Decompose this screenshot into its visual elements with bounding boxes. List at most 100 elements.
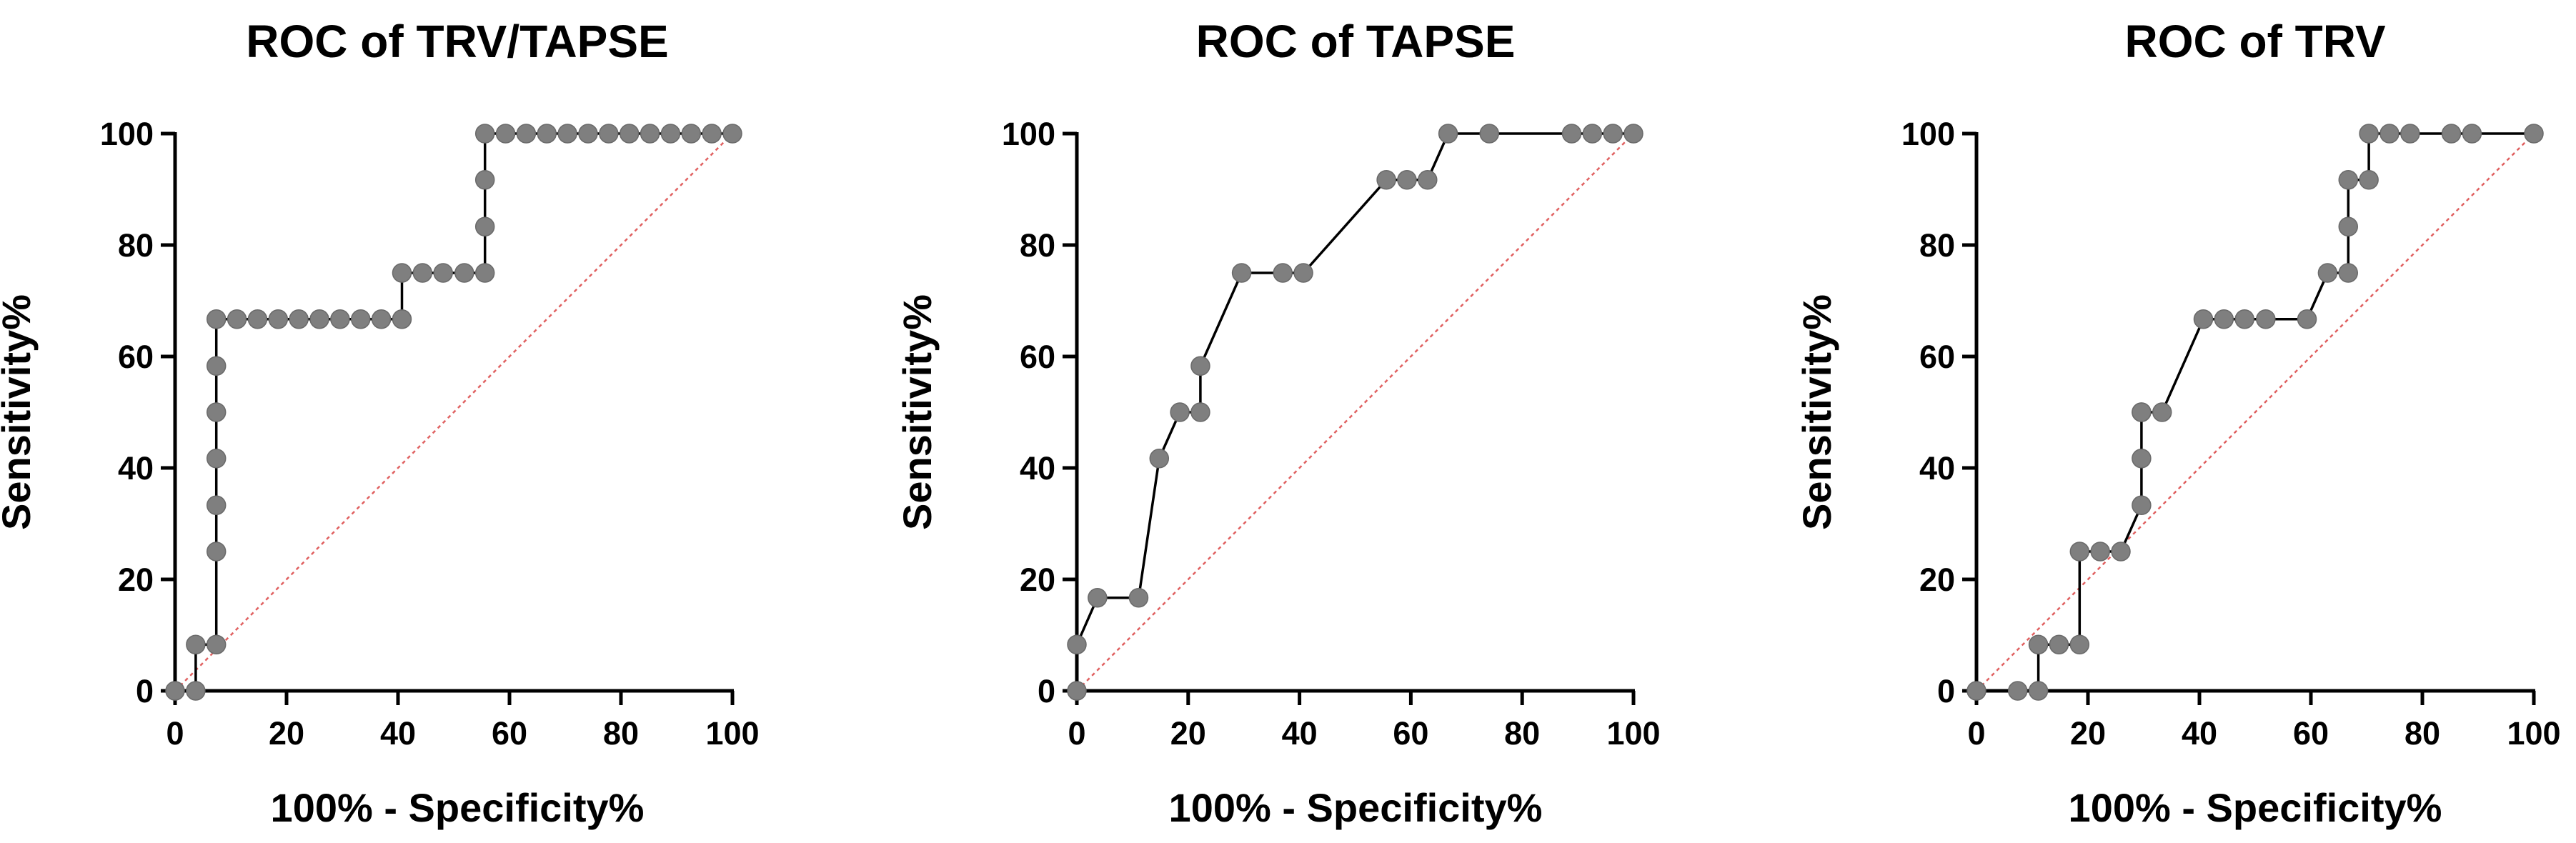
- roc-data-point: [1149, 448, 1170, 469]
- roc-data-point: [1376, 169, 1396, 190]
- roc-data-point: [2090, 542, 2110, 562]
- roc-data-point: [1623, 124, 1643, 144]
- x-axis-label: 100% - Specificity%: [271, 785, 645, 830]
- y-tick-label: 80: [1919, 227, 1955, 264]
- roc-data-point: [289, 309, 309, 329]
- roc-data-point: [1418, 169, 1438, 190]
- roc-data-point: [371, 309, 392, 329]
- y-axis-label: Sensitivity%: [895, 294, 940, 530]
- roc-data-point: [412, 263, 433, 283]
- chart-title: ROC of TAPSE: [1196, 16, 1516, 67]
- roc-data-point: [247, 309, 268, 329]
- roc-data-point: [206, 448, 227, 469]
- roc-data-point: [2069, 634, 2090, 655]
- x-tick-label: 40: [1282, 715, 1318, 752]
- roc-data-point: [2338, 216, 2359, 237]
- chart-panel-2: ROC of TAPSE Sensitivity% 100% - Specifici…: [895, 16, 1661, 830]
- roc-curve-line: [1075, 132, 1633, 691]
- roc-data-point: [1273, 263, 1293, 283]
- roc-data-point: [1128, 587, 1149, 608]
- roc-data-point: [1479, 124, 1499, 144]
- roc-data-point: [2524, 124, 2544, 144]
- roc-data-point: [2028, 681, 2049, 701]
- chart-panel-1: ROC of TRV/TAPSE Sensitivity% 100% - Speci…: [0, 16, 760, 830]
- roc-data-point: [1561, 124, 1582, 144]
- roc-data-point: [2132, 402, 2152, 422]
- x-axis-label: 100% - Specificity%: [2069, 785, 2442, 830]
- roc-data-point: [1293, 263, 1313, 283]
- x-tick-label: 40: [380, 715, 416, 752]
- roc-data-point: [1190, 402, 1210, 422]
- roc-data-point: [1170, 402, 1190, 422]
- x-tick-label: 60: [1393, 715, 1428, 752]
- roc-data-point: [1190, 356, 1210, 376]
- y-tick-label: 100: [1901, 116, 1955, 152]
- x-tick-label: 20: [269, 715, 304, 752]
- roc-data-point: [392, 309, 412, 329]
- roc-data-point: [2069, 542, 2090, 562]
- chart-panel-3: ROC of TRV Sensitivity% 100% - Specificity…: [1794, 16, 2561, 830]
- y-tick-label: 60: [1020, 339, 1055, 375]
- roc-data-point: [206, 542, 227, 562]
- y-tick-label: 20: [118, 562, 154, 598]
- roc-data-point: [206, 309, 227, 329]
- y-tick-label: 40: [118, 450, 154, 487]
- roc-data-point: [1067, 634, 1087, 655]
- x-tick-label: 20: [2070, 715, 2106, 752]
- roc-data-point: [433, 263, 453, 283]
- roc-data-point: [474, 169, 495, 190]
- roc-data-point: [350, 309, 371, 329]
- y-tick-label: 60: [1919, 339, 1955, 375]
- reference-diagonal-line: [174, 133, 733, 692]
- y-axis-label: Sensitivity%: [0, 294, 39, 530]
- x-tick-label: 0: [1967, 715, 1985, 752]
- x-tick-label: 60: [492, 715, 527, 752]
- roc-data-point: [537, 124, 557, 144]
- x-tick-label: 100: [1606, 715, 1660, 752]
- roc-data-point: [2359, 124, 2379, 144]
- roc-data-point: [2028, 634, 2049, 655]
- roc-data-point: [309, 309, 329, 329]
- y-tick-label: 0: [136, 673, 154, 709]
- roc-data-point: [495, 124, 516, 144]
- roc-data-point: [1397, 169, 1417, 190]
- roc-data-point: [2193, 309, 2214, 329]
- roc-data-point: [474, 124, 495, 144]
- roc-data-point: [227, 309, 247, 329]
- x-tick-label: 40: [2182, 715, 2217, 752]
- roc-data-point: [1067, 681, 1087, 701]
- roc-data-point: [206, 402, 227, 422]
- roc-data-point: [206, 495, 227, 516]
- roc-data-point: [660, 124, 681, 144]
- roc-data-point: [2234, 309, 2254, 329]
- roc-data-point: [619, 124, 640, 144]
- roc-data-point: [186, 634, 206, 655]
- x-tick-label: 100: [2507, 715, 2560, 752]
- roc-data-point: [206, 634, 227, 655]
- x-tick-label: 100: [705, 715, 759, 752]
- roc-data-point: [1582, 124, 1603, 144]
- roc-data-point: [2338, 263, 2359, 283]
- roc-data-point: [702, 124, 722, 144]
- x-tick-label: 0: [1068, 715, 1085, 752]
- roc-data-point: [392, 263, 412, 283]
- y-tick-label: 80: [118, 227, 154, 264]
- roc-data-point: [2007, 681, 2028, 701]
- y-tick-label: 20: [1919, 562, 1955, 598]
- roc-data-point: [2359, 169, 2379, 190]
- roc-data-point: [165, 681, 185, 701]
- roc-data-point: [268, 309, 289, 329]
- roc-data-point: [474, 263, 495, 283]
- roc-data-point: [2132, 448, 2152, 469]
- x-tick-label: 60: [2293, 715, 2329, 752]
- roc-data-point: [2338, 169, 2359, 190]
- roc-data-point: [186, 681, 206, 701]
- roc-data-point: [2111, 542, 2131, 562]
- roc-data-point: [2256, 309, 2276, 329]
- roc-data-point: [2214, 309, 2234, 329]
- roc-data-point: [599, 124, 619, 144]
- roc-data-point: [2317, 263, 2338, 283]
- roc-data-point: [722, 124, 742, 144]
- y-tick-label: 0: [1937, 673, 1955, 709]
